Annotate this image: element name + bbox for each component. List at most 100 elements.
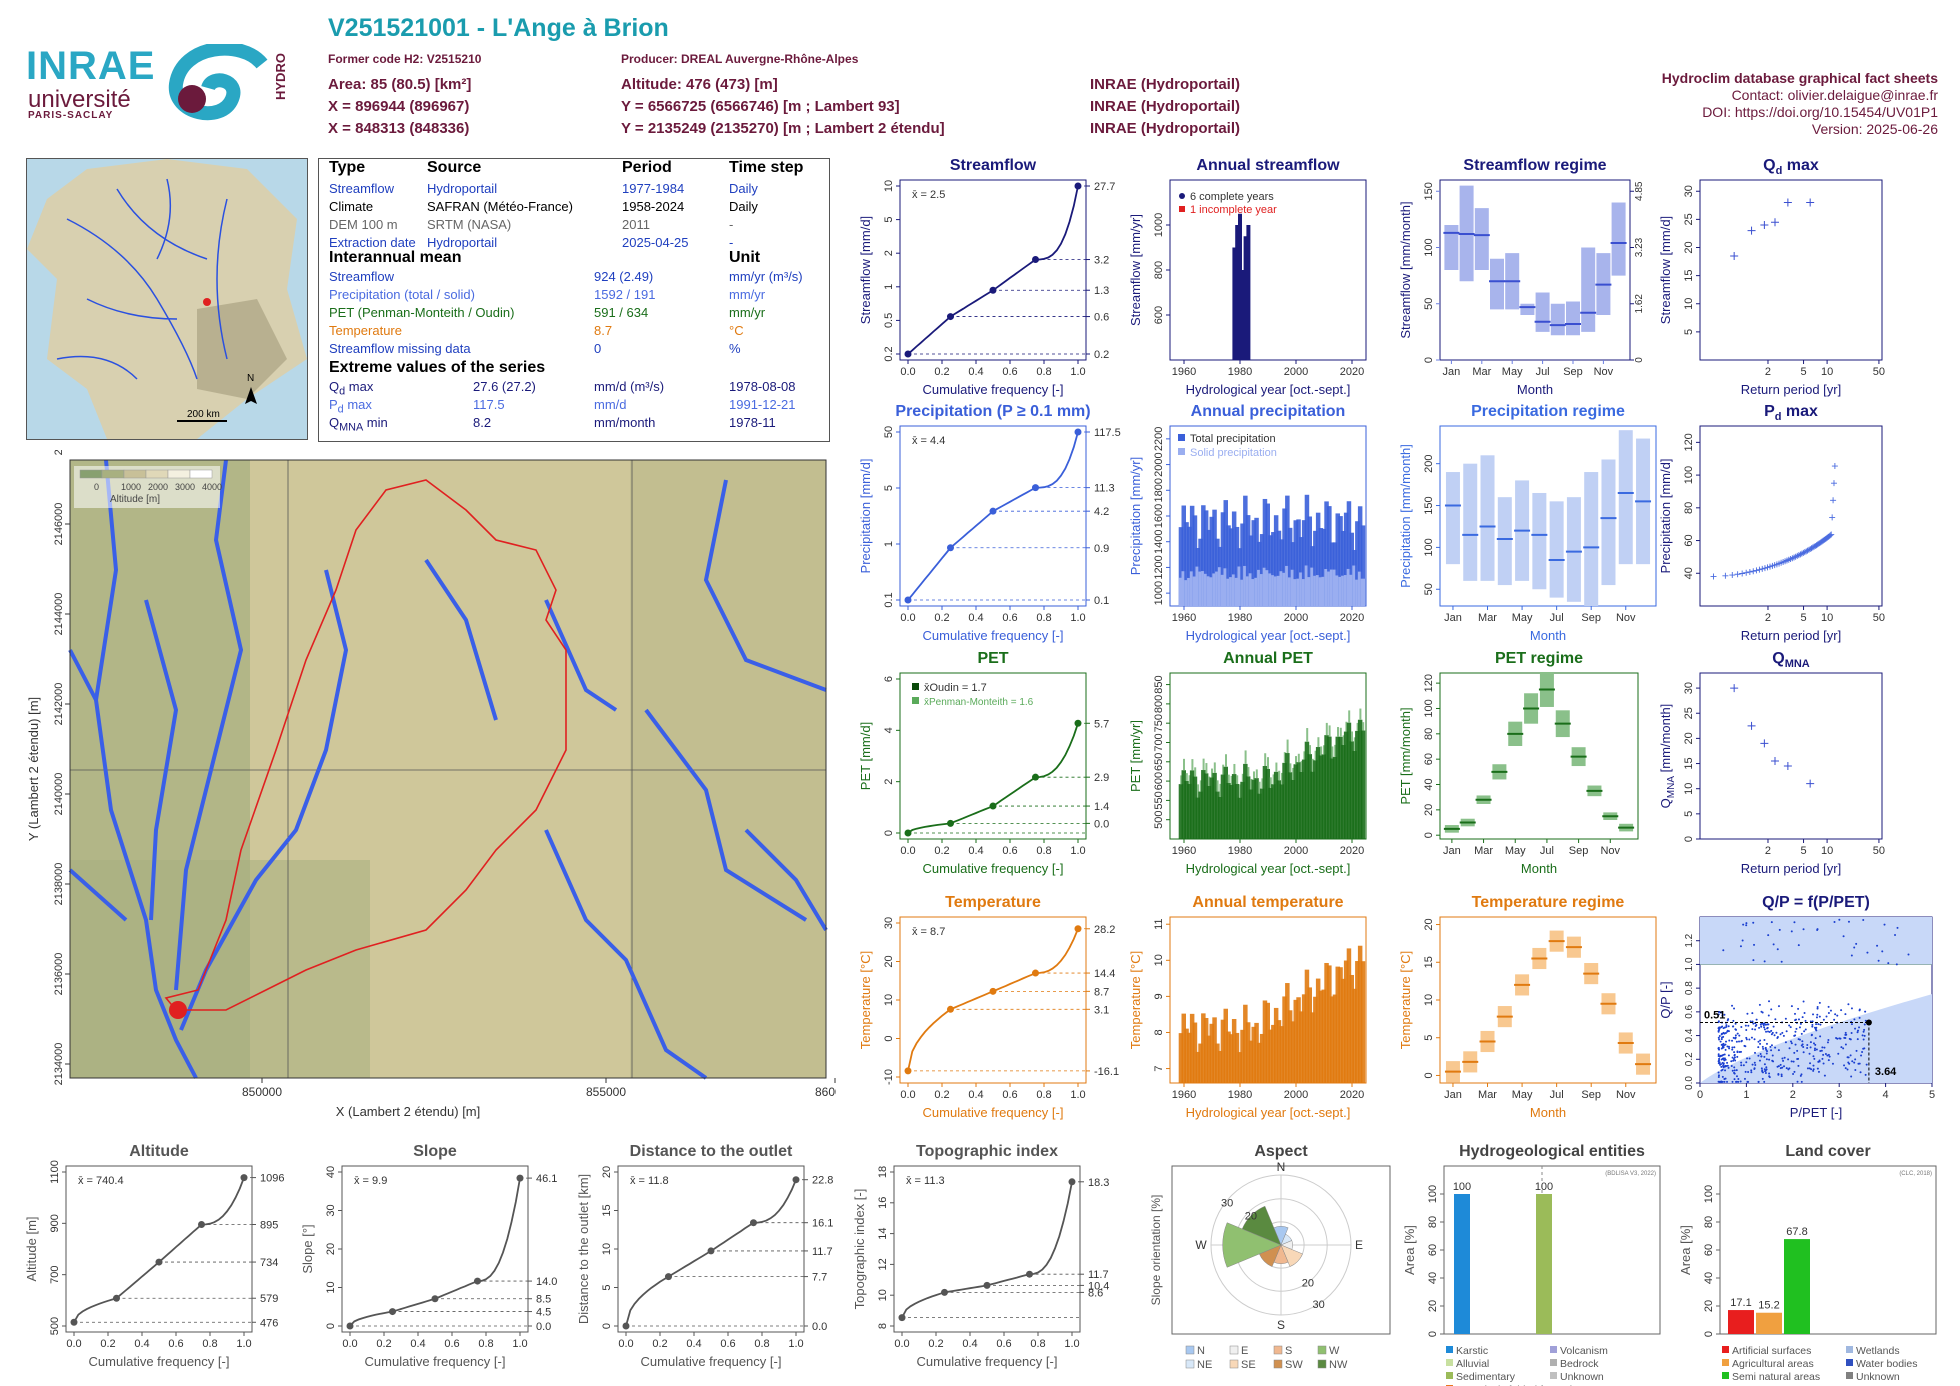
oudin-bar (1185, 773, 1188, 781)
direction-label: N (1277, 1160, 1286, 1174)
scatter-point (1853, 946, 1856, 949)
scatter-point (1717, 1027, 1720, 1030)
database-info: Hydroclim database graphical fact sheets… (1662, 70, 1938, 138)
scatter-point (1720, 1026, 1723, 1029)
y-tick-label: 0.6 (1684, 1004, 1695, 1018)
scatter-point (1761, 1045, 1764, 1048)
oudin-bar (1208, 776, 1211, 786)
legend-swatch (1846, 1372, 1853, 1379)
scatter-point (1718, 1011, 1721, 1014)
info-source: Hydroportail (427, 181, 498, 196)
y-tick-label: 5 (883, 217, 895, 223)
scatter-point (1763, 1039, 1766, 1042)
scatter-point (1757, 1080, 1760, 1083)
scatter-point (1717, 1027, 1720, 1030)
scatter-point (1817, 1023, 1820, 1026)
oudin-bar (1188, 775, 1191, 784)
x-tick-label: Mar (1478, 1089, 1497, 1101)
scatter-point (1718, 1062, 1721, 1065)
annual-bar (1206, 785, 1212, 839)
annual-bar (1215, 1043, 1220, 1083)
scatter-point (1790, 930, 1793, 933)
scatter-point (1808, 1052, 1811, 1055)
data-point (1785, 556, 1792, 563)
scatter-point (1718, 1027, 1721, 1030)
solid-bar (1215, 571, 1220, 606)
area: Area: 85 (80.5) [km²] (328, 76, 472, 93)
france-map: 200 km N (26, 158, 308, 440)
scatter-point (1733, 1078, 1736, 1081)
scatter-point (1750, 1036, 1753, 1039)
annual-bar (1237, 1052, 1242, 1083)
legend-label: Artificial surfaces (1732, 1345, 1811, 1357)
scatter-point (1813, 1026, 1816, 1029)
x-tick-label: Jan (1444, 1089, 1462, 1101)
solid-bar (1296, 578, 1301, 606)
annual-bar (1332, 756, 1338, 839)
quantile-point (1074, 182, 1082, 190)
scatter-point (1759, 1042, 1762, 1045)
annual-bar (1231, 1018, 1237, 1083)
oudin-bar (1314, 750, 1317, 761)
scatter-point (1797, 1007, 1800, 1010)
scatter-point (1722, 1053, 1725, 1056)
annual-bar (1355, 521, 1360, 606)
regime-range (1515, 480, 1530, 581)
scatter-point (1763, 1022, 1766, 1025)
x-tick-label: 0.4 (410, 1338, 425, 1350)
scatter-point (1765, 1042, 1768, 1045)
oudin-bar (1261, 778, 1264, 789)
oudin-bar (1205, 763, 1208, 774)
annual-bar (1217, 796, 1223, 839)
scatter-point (1717, 1060, 1720, 1063)
scatter-point (1844, 1031, 1847, 1034)
scatter-point (1734, 1028, 1737, 1031)
data-point (1787, 555, 1794, 562)
plot-frame (1439, 672, 1639, 840)
scatter-point (1717, 1027, 1720, 1030)
outlet-marker (169, 1001, 187, 1019)
annual-bar (1287, 772, 1293, 839)
scatter-point (1806, 1046, 1809, 1049)
legend-marker (1179, 193, 1185, 199)
scatter-point (1742, 1064, 1745, 1067)
chart-title: Distance to the outlet (630, 1143, 793, 1160)
y-tick-label: 2134000 (53, 1043, 65, 1086)
annual-bar (1189, 770, 1195, 839)
y-tick-label: 0 (1427, 1331, 1439, 1337)
y-tick-label: 9 (1153, 993, 1165, 999)
y-tick-label: 2200 (1153, 427, 1165, 451)
annual-bar (1276, 1020, 1282, 1083)
scatter-point (1815, 1016, 1818, 1019)
annual-bar (1192, 776, 1198, 839)
source-1: INRAE (Hydroportail) (1090, 76, 1240, 93)
annual-bar (1251, 520, 1256, 606)
scatter-point (1743, 1077, 1746, 1080)
y-tick-label: 16 (877, 1197, 889, 1209)
quantile-point (904, 596, 912, 604)
y-tick-label: 10 (1153, 954, 1165, 966)
quantile-point (904, 829, 912, 837)
scatter-point (1722, 1063, 1725, 1066)
annual-bar (1235, 225, 1240, 360)
legend-swatch (1550, 1359, 1557, 1366)
scatter-point (1730, 1064, 1733, 1067)
data-point (1822, 536, 1829, 543)
scatter-point (1721, 1068, 1724, 1071)
solid-bar (1360, 578, 1366, 606)
x-tick-label: 1960 (1172, 845, 1196, 857)
source-note: (BDLISA V3, 2022) (1605, 1171, 1656, 1177)
marker-y-label: 0.51 (1704, 1010, 1725, 1022)
x-tick-label: 50 (1873, 612, 1885, 624)
y-tick-label: 5 (1683, 329, 1695, 335)
x-tick-label: 5 (1800, 845, 1806, 857)
annual-bar (1324, 735, 1329, 839)
scatter-point (1768, 1075, 1771, 1078)
oudin-bar (1202, 758, 1205, 771)
x-axis-label: Hydrological year [oct.-sept.] (1186, 861, 1351, 876)
scatter-point (1768, 1072, 1771, 1075)
title-main: Streamflow (950, 157, 1037, 174)
annual-bar (1198, 538, 1203, 606)
oudin-bar (1225, 754, 1227, 767)
